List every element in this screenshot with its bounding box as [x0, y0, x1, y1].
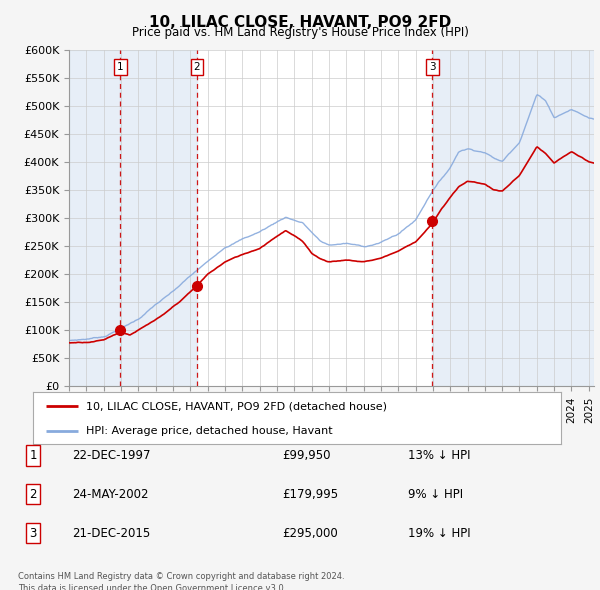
Text: 3: 3 — [29, 527, 37, 540]
Text: 3: 3 — [429, 62, 436, 72]
Text: £99,950: £99,950 — [282, 449, 331, 462]
Text: Price paid vs. HM Land Registry's House Price Index (HPI): Price paid vs. HM Land Registry's House … — [131, 26, 469, 39]
Text: Contains HM Land Registry data © Crown copyright and database right 2024.
This d: Contains HM Land Registry data © Crown c… — [18, 572, 344, 590]
Bar — [69, 50, 121, 386]
Text: 1: 1 — [29, 449, 37, 462]
Text: 10, LILAC CLOSE, HAVANT, PO9 2FD (detached house): 10, LILAC CLOSE, HAVANT, PO9 2FD (detach… — [86, 401, 387, 411]
Text: 21-DEC-2015: 21-DEC-2015 — [72, 527, 150, 540]
Text: 13% ↓ HPI: 13% ↓ HPI — [408, 449, 470, 462]
Text: 2: 2 — [29, 488, 37, 501]
Bar — [433, 50, 594, 386]
Text: 19% ↓ HPI: 19% ↓ HPI — [408, 527, 470, 540]
Text: 22-DEC-1997: 22-DEC-1997 — [72, 449, 151, 462]
Text: 24-MAY-2002: 24-MAY-2002 — [72, 488, 149, 501]
Text: £295,000: £295,000 — [282, 527, 338, 540]
Bar — [121, 50, 197, 386]
Text: 9% ↓ HPI: 9% ↓ HPI — [408, 488, 463, 501]
Text: 10, LILAC CLOSE, HAVANT, PO9 2FD: 10, LILAC CLOSE, HAVANT, PO9 2FD — [149, 15, 451, 30]
Text: HPI: Average price, detached house, Havant: HPI: Average price, detached house, Hava… — [86, 426, 332, 435]
Text: 2: 2 — [194, 62, 200, 72]
Text: £179,995: £179,995 — [282, 488, 338, 501]
Text: 1: 1 — [117, 62, 124, 72]
